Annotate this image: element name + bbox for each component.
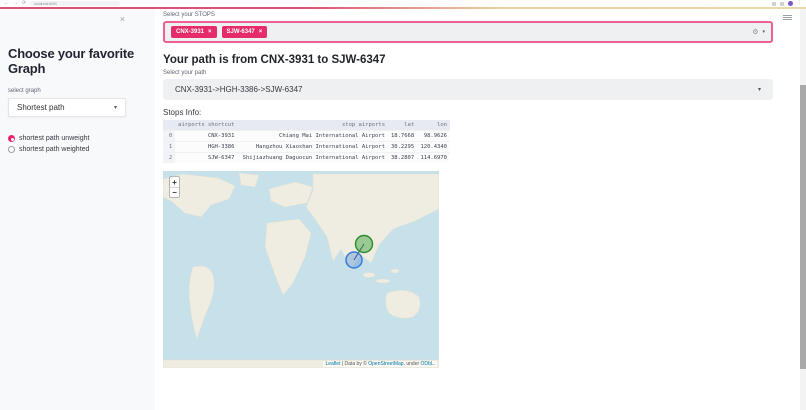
cell-lat: 38.2807 xyxy=(388,152,418,163)
radio-unselected-icon[interactable] xyxy=(8,146,15,154)
graph-dropdown-value: Shortest path xyxy=(17,103,65,113)
cell-lon: 114.6970 xyxy=(417,152,450,163)
radio-shortest-path-weighted[interactable]: shortest path weighted xyxy=(8,146,147,154)
extension-icon[interactable] xyxy=(780,1,784,6)
sidebar: × Choose your favorite Graph select grap… xyxy=(0,9,155,410)
map-attribution: Leaflet | Data by © OpenStreetMap, under… xyxy=(323,361,437,367)
page-top-gradient xyxy=(0,7,806,9)
vertical-scrollbar[interactable] xyxy=(800,9,806,410)
graph-dropdown[interactable]: Shortest path ▾ xyxy=(8,98,126,118)
cell-index: 1 xyxy=(163,141,176,153)
sidebar-title: Choose your favorite Graph xyxy=(8,46,135,76)
leaflet-link[interactable]: Leaflet xyxy=(325,361,341,367)
table-row: 0 CNX-3931 Chiang Mai International Airp… xyxy=(163,130,450,142)
path-dropdown-value: CNX-3931->HGH-3386->SJW-6347 xyxy=(175,85,303,94)
table-row: 2 SJW-6347 Shijiazhuang Daguocun Interna… xyxy=(163,152,450,163)
address-url[interactable]: localhost:8050 xyxy=(34,1,58,6)
table-row: 1 HGH-3386 Hangzhou Xiaoshan Internation… xyxy=(163,141,450,153)
browser-toolbar: ← → ⟳ localhost:8050 ⋮ xyxy=(0,0,806,7)
path-heading: Your path is from CNX-3931 to SJW-6347 xyxy=(163,54,386,66)
remove-tag-icon[interactable]: × xyxy=(258,29,263,35)
stop-tag-label: SJW-6347 xyxy=(226,29,255,35)
cell-index: 2 xyxy=(163,152,176,163)
gear-icon[interactable]: ⚙ xyxy=(752,29,759,36)
cell-lat: 18.7668 xyxy=(388,130,418,142)
cell-shortcut: HGH-3386 xyxy=(175,141,238,153)
world-map-tiles xyxy=(163,172,439,368)
odbl-link[interactable]: ODbL xyxy=(420,361,434,367)
stops-multiselect-input[interactable]: CNX-3931 × SJW-6347 × ⚙ ▾ xyxy=(163,21,773,43)
address-bar[interactable]: localhost:8050 xyxy=(30,1,121,6)
airport-marker-green[interactable] xyxy=(354,234,374,254)
graph-type-radio-group: shortest path unweight shortest path wei… xyxy=(8,135,147,154)
airport-marker-blue[interactable] xyxy=(345,251,363,269)
col-header-stop-airports: stop airports xyxy=(237,120,388,131)
refresh-icon[interactable]: ⟳ xyxy=(22,0,27,6)
cell-lon: 120.4340 xyxy=(417,141,450,153)
attribution-text: , under xyxy=(403,361,421,367)
chevron-down-icon: ▾ xyxy=(113,105,117,112)
scrollbar-thumb[interactable] xyxy=(800,85,806,369)
main-content: Select your STOPS CNX-3931 × SJW-6347 × … xyxy=(163,9,773,368)
attribution-text: | Data by © xyxy=(340,361,369,367)
sidebar-close-icon[interactable]: × xyxy=(119,14,125,24)
stops-table: airports shortcut stop airports lat lon … xyxy=(163,120,450,163)
cell-shortcut: CNX-3931 xyxy=(175,130,238,142)
osm-link[interactable]: OpenStreetMap xyxy=(368,361,404,367)
stop-tag-label: CNX-3931 xyxy=(176,29,205,35)
zoom-in-button[interactable]: + xyxy=(172,177,177,187)
path-label: Select your path xyxy=(163,70,207,76)
map-zoom-control: + − xyxy=(169,176,180,198)
radio-selected-icon[interactable] xyxy=(8,135,15,143)
cell-index: 0 xyxy=(163,130,176,142)
zoom-out-button[interactable]: − xyxy=(170,187,179,197)
extension-icon[interactable] xyxy=(772,1,776,6)
radio-shortest-path-unweight[interactable]: shortest path unweight xyxy=(8,135,147,143)
profile-avatar[interactable] xyxy=(788,1,793,6)
table-header-row: airports shortcut stop airports lat lon xyxy=(163,120,450,131)
leaflet-map[interactable]: + − Leaflet | Data by © OpenStreetMap, u… xyxy=(163,171,439,368)
cell-stop-airport: Hangzhou Xiaoshan International Airport xyxy=(237,141,388,153)
cell-lon: 98.9626 xyxy=(417,130,450,142)
col-header-lon: lon xyxy=(417,120,450,131)
stop-tag[interactable]: SJW-6347 × xyxy=(221,26,268,38)
browser-menu-icon[interactable]: ⋮ xyxy=(797,0,802,6)
attribution-text: . xyxy=(433,361,435,367)
chevron-down-icon: ▾ xyxy=(757,87,761,93)
cell-lat: 30.2295 xyxy=(388,141,418,153)
remove-tag-icon[interactable]: × xyxy=(208,29,212,35)
chevron-down-icon[interactable]: ▾ xyxy=(762,29,765,35)
path-dropdown[interactable]: CNX-3931->HGH-3386->SJW-6347 ▾ xyxy=(163,79,773,100)
stops-info-label: Stops Info: xyxy=(163,108,202,117)
select-graph-label: select graph xyxy=(8,88,41,95)
cell-shortcut: SJW-6347 xyxy=(175,152,238,163)
stop-tag[interactable]: CNX-3931 × xyxy=(171,26,217,38)
navbar-toggle-icon[interactable] xyxy=(783,14,792,21)
radio-label: shortest path unweight xyxy=(19,135,90,143)
back-icon[interactable]: ← xyxy=(4,0,9,6)
forward-icon[interactable]: → xyxy=(13,0,18,6)
cell-stop-airport: Chiang Mai International Airport xyxy=(237,130,388,142)
cell-stop-airport: Shijiazhuang Daguocun International Airp… xyxy=(237,152,388,163)
col-header-index xyxy=(163,120,176,131)
col-header-airports-shortcut: airports shortcut xyxy=(175,120,238,131)
browser-actions: ⋮ xyxy=(772,1,802,6)
radio-label: shortest path weighted xyxy=(19,146,90,154)
col-header-lat: lat xyxy=(388,120,418,131)
stops-label: Select your STOPS xyxy=(163,12,215,18)
